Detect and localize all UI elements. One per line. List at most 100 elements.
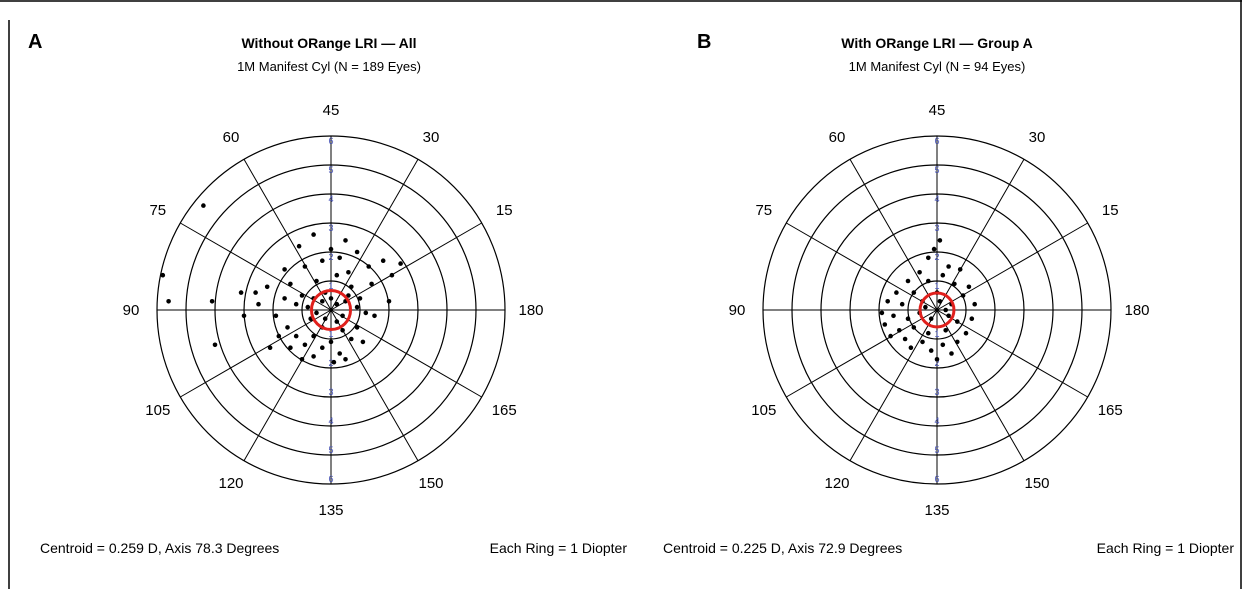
data-point <box>389 272 395 278</box>
data-point <box>346 270 351 275</box>
angle-label: 90 <box>729 302 746 319</box>
point-group <box>879 238 977 362</box>
angle-label: 135 <box>318 502 343 519</box>
ring-tick-label: 2 <box>328 252 333 262</box>
data-point <box>363 310 369 316</box>
data-point <box>201 203 206 208</box>
centroid-marker <box>918 291 956 329</box>
spoke <box>180 309 332 398</box>
data-point <box>949 351 954 356</box>
data-point <box>320 258 325 264</box>
centroid-text: Centroid = 0.225 D, Axis 72.9 Degrees <box>663 540 902 556</box>
data-point <box>943 328 948 333</box>
ring-tick-label: 5 <box>328 165 333 175</box>
panel-a: A Without ORange LRI — All 1M Manifest C… <box>28 31 627 556</box>
data-point <box>923 304 928 310</box>
spoke <box>330 222 482 311</box>
data-point <box>282 267 287 272</box>
ring-tick-label: 3 <box>934 223 939 233</box>
spoke <box>936 222 1088 311</box>
data-point <box>343 238 348 243</box>
data-point <box>328 246 334 252</box>
data-point <box>322 316 328 322</box>
data-point <box>299 357 305 362</box>
data-point <box>288 281 293 287</box>
data-point <box>960 293 966 298</box>
data-point <box>296 243 302 249</box>
data-point <box>937 299 943 304</box>
centroid-group <box>309 288 353 332</box>
data-point <box>328 339 334 345</box>
ring-tick-label: 1 <box>328 329 333 339</box>
data-point <box>305 304 311 310</box>
ring-tick-label: 2 <box>934 252 939 262</box>
data-point <box>955 319 960 324</box>
angle-label: 45 <box>929 102 946 119</box>
data-point <box>897 328 902 333</box>
spoke <box>180 222 332 311</box>
data-point <box>891 313 896 319</box>
data-point <box>972 301 977 307</box>
data-point <box>253 290 258 295</box>
ring-label-group: 1 2 3 4 5 6 1 2 3 4 5 6 <box>328 136 333 484</box>
data-point <box>899 301 905 307</box>
chart-title: Without ORange LRI — All <box>241 35 416 51</box>
angle-label: 60 <box>223 129 240 146</box>
data-point <box>928 348 934 353</box>
data-point <box>354 249 360 255</box>
data-point <box>366 264 372 269</box>
data-point <box>282 296 287 301</box>
data-point <box>911 325 917 330</box>
data-point <box>908 345 914 351</box>
data-point <box>337 351 343 356</box>
angle-label: 180 <box>1124 302 1149 319</box>
data-point <box>241 313 247 319</box>
data-point <box>273 313 279 319</box>
data-point <box>360 339 366 345</box>
spoke <box>330 309 419 461</box>
centroid-group <box>918 291 956 329</box>
ring-tick-label: 2 <box>934 358 939 368</box>
data-point <box>334 301 340 307</box>
data-point <box>928 316 934 322</box>
data-point <box>293 301 299 307</box>
angle-label: 30 <box>1029 129 1046 146</box>
centroid-marker <box>309 288 353 332</box>
data-point <box>320 345 325 351</box>
data-point <box>334 319 340 324</box>
ring-scale-text: Each Ring = 1 Diopter <box>1097 540 1235 556</box>
data-point <box>238 290 244 295</box>
data-point <box>940 342 946 348</box>
data-point <box>209 299 215 304</box>
spoke <box>330 159 419 311</box>
data-point <box>882 322 888 327</box>
angle-label: 165 <box>1098 402 1123 419</box>
ring-tick-label: 1 <box>328 281 333 291</box>
data-point <box>926 330 931 336</box>
data-point <box>885 299 890 304</box>
data-point <box>328 296 334 301</box>
data-point <box>212 342 218 348</box>
angle-label: 15 <box>496 202 513 219</box>
ring-tick-label: 6 <box>934 474 939 484</box>
data-point <box>160 272 166 278</box>
data-point <box>905 316 911 322</box>
angle-label: 165 <box>492 402 517 419</box>
spoke <box>243 159 332 311</box>
angle-label: 90 <box>123 302 140 319</box>
data-point <box>256 301 261 307</box>
data-point <box>920 339 925 345</box>
spoke <box>936 309 1025 461</box>
data-point <box>386 299 392 304</box>
data-point <box>894 290 899 295</box>
data-point <box>346 293 351 298</box>
spoke <box>936 159 1025 311</box>
panel-label: A <box>28 31 42 53</box>
ring-tick-label: 4 <box>934 416 939 426</box>
ring-tick-label: 6 <box>328 474 333 484</box>
ring-tick-label: 3 <box>328 387 333 397</box>
data-point <box>320 299 325 304</box>
